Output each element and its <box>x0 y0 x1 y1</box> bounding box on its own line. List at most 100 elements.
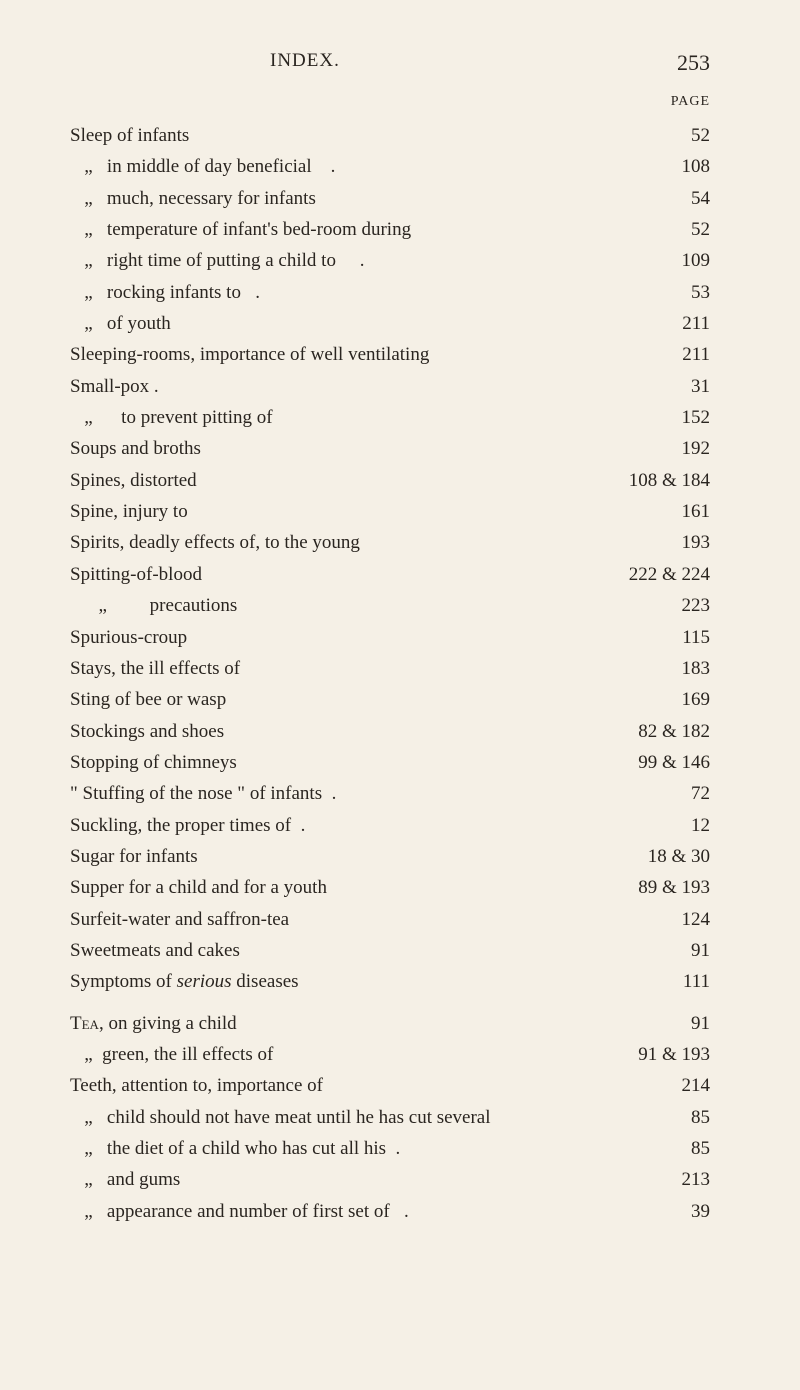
entry-text: Supper for a child and for a youth <box>70 872 327 903</box>
index-entry: Spine, injury to 161 <box>70 496 710 527</box>
entry-text: „ precautions <box>70 590 237 621</box>
entry-text: „ rocking infants to . <box>70 277 260 308</box>
index-entry: „ temperature of infant's bed-room durin… <box>70 214 710 245</box>
entry-text: Spines, distorted <box>70 465 197 496</box>
entry-page: 161 <box>610 496 710 527</box>
entry-text: Suckling, the proper times of . <box>70 810 305 841</box>
index-entry: Soups and broths 192 <box>70 433 710 464</box>
index-entry: „ right time of putting a child to .109 <box>70 245 710 276</box>
index-entry: „ precautions 223 <box>70 590 710 621</box>
index-entry: „ to prevent pitting of152 <box>70 402 710 433</box>
entry-text: „ of youth <box>70 308 171 339</box>
entry-page: 72 <box>610 778 710 809</box>
index-entry: Suckling, the proper times of . 12 <box>70 810 710 841</box>
entry-page: 211 <box>610 339 710 370</box>
index-entry: " Stuffing of the nose " of infants . 72 <box>70 778 710 809</box>
entry-page: 53 <box>610 277 710 308</box>
entry-page: 91 <box>610 1008 710 1039</box>
index-entry: „ the diet of a child who has cut all hi… <box>70 1133 710 1164</box>
entry-text: Teeth, attention to, importance of <box>70 1070 323 1101</box>
entry-text: " Stuffing of the nose " of infants . <box>70 778 336 809</box>
entry-page: 85 <box>610 1102 710 1133</box>
entry-page: 52 <box>610 214 710 245</box>
entry-text: Sweetmeats and cakes <box>70 935 240 966</box>
entry-page: 183 <box>610 653 710 684</box>
index-entry: Small-pox . 31 <box>70 371 710 402</box>
index-entry: Sleeping-rooms, importance of well venti… <box>70 339 710 370</box>
entry-text: „ to prevent pitting of <box>70 402 273 433</box>
entry-page: 91 <box>610 935 710 966</box>
index-entry: Stockings and shoes 82 & 182 <box>70 716 710 747</box>
entry-text: Stopping of chimneys <box>70 747 237 778</box>
entry-text: „ green, the ill effects of <box>70 1039 273 1070</box>
entry-text: „ right time of putting a child to . <box>70 245 364 276</box>
entry-text: Spine, injury to <box>70 496 188 527</box>
entry-text: Spitting-of-blood <box>70 559 202 590</box>
index-entry: „ child should not have meat until he ha… <box>70 1102 710 1133</box>
entry-text: Stockings and shoes <box>70 716 224 747</box>
entry-text: „ the diet of a child who has cut all hi… <box>70 1133 400 1164</box>
entry-page: 99 & 146 <box>610 747 710 778</box>
index-entry: Spurious-croup 115 <box>70 622 710 653</box>
entry-page: 18 & 30 <box>610 841 710 872</box>
entry-page: 193 <box>610 527 710 558</box>
index-entry: Stays, the ill effects of183 <box>70 653 710 684</box>
entry-page: 85 <box>610 1133 710 1164</box>
page-number: 253 <box>677 50 710 76</box>
entry-page: 54 <box>610 183 710 214</box>
entry-page: 89 & 193 <box>610 872 710 903</box>
entry-text: Sleeping-rooms, importance of well venti… <box>70 339 429 370</box>
index-entry: „ of youth 211 <box>70 308 710 339</box>
entry-text: „ appearance and number of first set of … <box>70 1196 409 1227</box>
index-entry: Surfeit-water and saffron-tea 124 <box>70 904 710 935</box>
index-entry: Symptoms of serious diseases 111 <box>70 966 710 997</box>
entry-text: Tea, on giving a child <box>70 1008 237 1039</box>
index-entry: Teeth, attention to, importance of 214 <box>70 1070 710 1101</box>
entry-page: 12 <box>610 810 710 841</box>
entry-page: 111 <box>610 966 710 997</box>
entry-text: Small-pox . <box>70 371 159 402</box>
index-entry: „ appearance and number of first set of … <box>70 1196 710 1227</box>
entry-page: 192 <box>610 433 710 464</box>
entry-text: „ much, necessary for infants <box>70 183 316 214</box>
entry-page: 214 <box>610 1070 710 1101</box>
index-entry: „ rocking infants to . 53 <box>70 277 710 308</box>
entry-page: 39 <box>610 1196 710 1227</box>
index-entry: „ much, necessary for infants 54 <box>70 183 710 214</box>
index-entry: Sleep of infants 52 <box>70 120 710 151</box>
entry-text: Sugar for infants <box>70 841 198 872</box>
entry-page: 223 <box>610 590 710 621</box>
index-entry: Supper for a child and for a youth 89 & 1… <box>70 872 710 903</box>
entry-page: 31 <box>610 371 710 402</box>
entry-text: Spurious-croup <box>70 622 187 653</box>
index-entry: Sweetmeats and cakes 91 <box>70 935 710 966</box>
index-entry: Sting of bee or wasp 169 <box>70 684 710 715</box>
index-entries: Sleep of infants 52 „ in middle of day be… <box>70 120 710 1227</box>
entry-text: Spirits, deadly effects of, to the young <box>70 527 360 558</box>
entry-page: 169 <box>610 684 710 715</box>
index-entry: Tea, on giving a child 91 <box>70 1008 710 1039</box>
index-entry: Spitting-of-blood 222 & 224 <box>70 559 710 590</box>
page-column-label: PAGE <box>70 94 710 110</box>
entry-page: 213 <box>610 1164 710 1195</box>
entry-text: Soups and broths <box>70 433 201 464</box>
entry-text: Sting of bee or wasp <box>70 684 226 715</box>
entry-text: Symptoms of serious diseases <box>70 966 299 997</box>
index-label: INDEX. <box>270 50 340 76</box>
entry-text: „ child should not have meat until he ha… <box>70 1102 491 1133</box>
page-header: INDEX. 253 <box>70 50 710 76</box>
entry-page: 115 <box>610 622 710 653</box>
index-entry: Sugar for infants 18 & 30 <box>70 841 710 872</box>
entry-page: 211 <box>610 308 710 339</box>
entry-page: 82 & 182 <box>610 716 710 747</box>
entry-page: 108 <box>610 151 710 182</box>
entry-page: 222 & 224 <box>610 559 710 590</box>
entry-text: Sleep of infants <box>70 120 189 151</box>
index-entry: „ green, the ill effects of 91 & 193 <box>70 1039 710 1070</box>
entry-page: 91 & 193 <box>610 1039 710 1070</box>
index-entry: „ in middle of day beneficial .108 <box>70 151 710 182</box>
entry-page: 124 <box>610 904 710 935</box>
entry-text: Surfeit-water and saffron-tea <box>70 904 289 935</box>
entry-page: 52 <box>610 120 710 151</box>
index-entry: Spines, distorted108 & 184 <box>70 465 710 496</box>
